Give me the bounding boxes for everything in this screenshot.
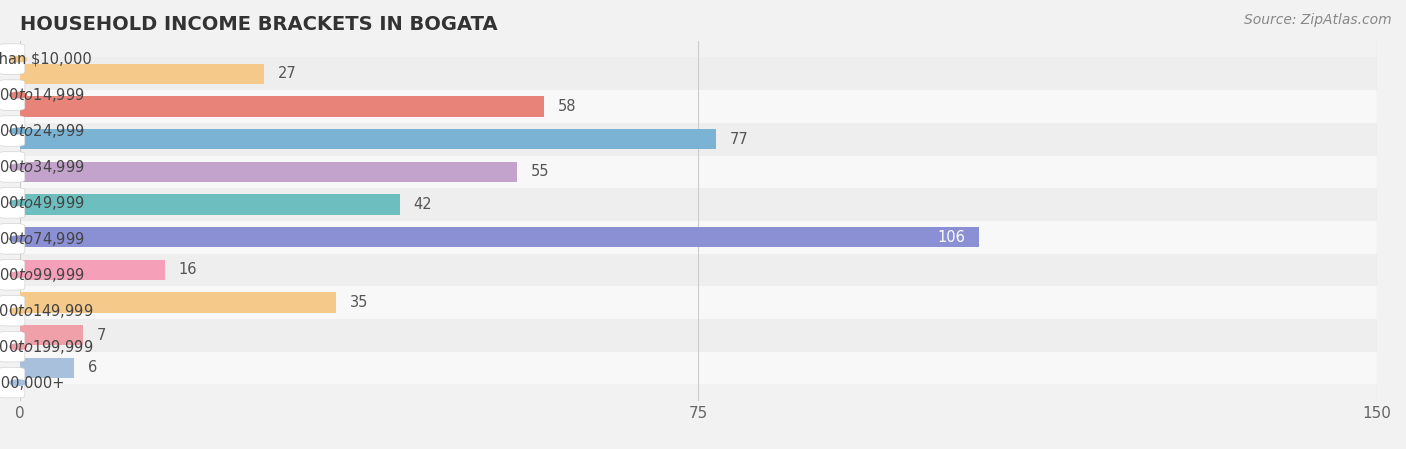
Bar xyxy=(20,194,399,215)
Bar xyxy=(20,227,979,247)
Text: HOUSEHOLD INCOME BRACKETS IN BOGATA: HOUSEHOLD INCOME BRACKETS IN BOGATA xyxy=(20,15,498,34)
Text: $200,000+: $200,000+ xyxy=(0,375,65,390)
Text: $10,000 to $14,999: $10,000 to $14,999 xyxy=(0,86,84,104)
Text: 16: 16 xyxy=(179,262,197,277)
Text: 106: 106 xyxy=(938,230,965,245)
Text: 42: 42 xyxy=(413,197,432,212)
Text: Less than $10,000: Less than $10,000 xyxy=(0,52,91,66)
Bar xyxy=(20,90,1376,123)
Text: 7: 7 xyxy=(97,328,105,343)
Bar xyxy=(20,319,1376,352)
Text: 77: 77 xyxy=(730,132,748,147)
Bar xyxy=(20,188,1376,221)
Text: $25,000 to $34,999: $25,000 to $34,999 xyxy=(0,158,84,176)
Text: $35,000 to $49,999: $35,000 to $49,999 xyxy=(0,194,84,212)
Text: $75,000 to $99,999: $75,000 to $99,999 xyxy=(0,266,84,284)
Text: Source: ZipAtlas.com: Source: ZipAtlas.com xyxy=(1244,13,1392,27)
Bar xyxy=(20,260,165,280)
Bar xyxy=(20,325,83,345)
Bar xyxy=(20,123,1376,155)
Bar xyxy=(20,221,1376,254)
Text: 35: 35 xyxy=(350,295,368,310)
Text: 58: 58 xyxy=(558,99,576,114)
Bar xyxy=(20,286,1376,319)
Bar xyxy=(20,129,716,150)
Bar xyxy=(20,162,517,182)
Text: $100,000 to $149,999: $100,000 to $149,999 xyxy=(0,302,94,320)
Text: $150,000 to $199,999: $150,000 to $199,999 xyxy=(0,338,94,356)
Text: 27: 27 xyxy=(277,66,297,81)
Bar xyxy=(20,57,1376,90)
Bar xyxy=(20,155,1376,188)
Bar xyxy=(20,358,75,378)
Bar xyxy=(20,292,336,313)
Bar xyxy=(20,64,264,84)
Bar xyxy=(20,352,1376,384)
Text: $15,000 to $24,999: $15,000 to $24,999 xyxy=(0,122,84,140)
Text: $50,000 to $74,999: $50,000 to $74,999 xyxy=(0,230,84,248)
Text: 55: 55 xyxy=(531,164,550,179)
Bar xyxy=(20,254,1376,286)
Bar xyxy=(20,97,544,117)
Text: 6: 6 xyxy=(87,361,97,375)
